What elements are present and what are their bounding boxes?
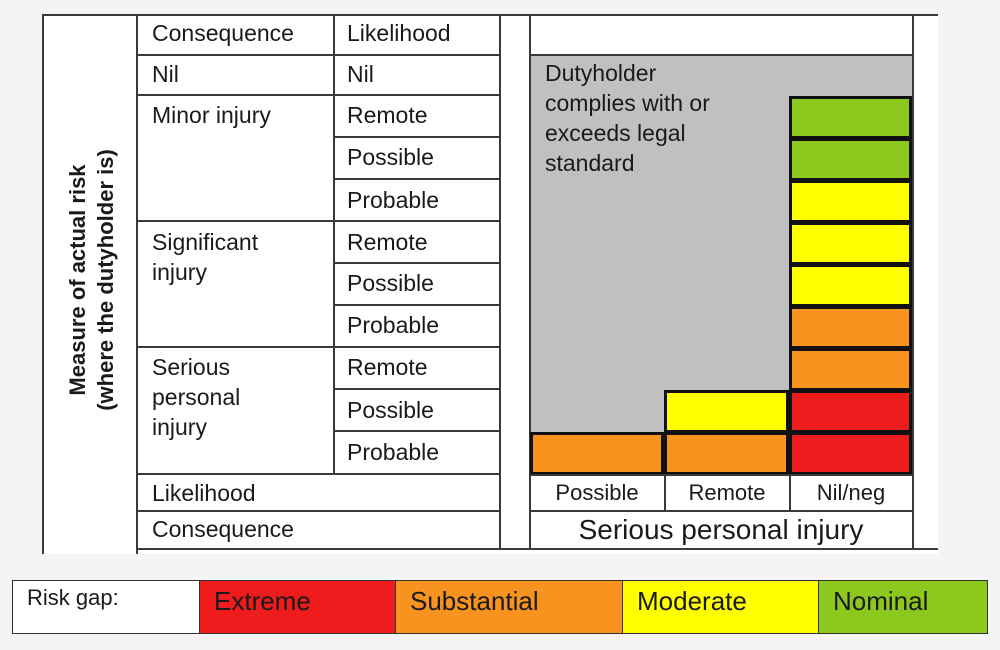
legend-nominal: Nominal (818, 581, 987, 633)
table-row-line (333, 304, 500, 306)
table-row-line (136, 220, 500, 222)
frame-left-line (42, 14, 44, 554)
table-row-line (333, 388, 500, 390)
table-row-line (136, 54, 500, 56)
group-consequence-serious: Serious personal injury (152, 354, 241, 440)
legend-extreme: Extreme (199, 581, 395, 633)
likelihood-cell: Remote (347, 229, 428, 255)
likelihood-cell: Possible (347, 397, 434, 423)
table-row-line (136, 510, 500, 512)
likelihood-cell: Probable (347, 187, 440, 213)
chart-col-divider (664, 474, 666, 510)
group-consequence-minor: Minor injury (152, 102, 271, 128)
table-right-line (499, 14, 501, 550)
risk-gap-cell-moderate (789, 264, 912, 307)
likelihood-cell: Possible (347, 270, 434, 296)
y-axis-label: Measure of actual risk (where the dutyho… (52, 90, 132, 470)
footer-consequence: Consequence (152, 516, 294, 542)
likelihood-cell: Remote (347, 354, 428, 380)
header-consequence: Consequence (152, 20, 294, 46)
likelihood-cell: Probable (347, 312, 440, 338)
legend-substantial-label: Substantial (410, 586, 539, 616)
likelihood-cell: Probable (347, 439, 440, 465)
chart-right-line (912, 14, 914, 550)
column-label-nil: Nil/neg (816, 480, 886, 505)
table-row-line (136, 94, 500, 96)
likelihood-cell: Possible (347, 144, 434, 170)
risk-gap-cell-moderate (789, 222, 912, 265)
legend-nominal-label: Nominal (833, 586, 929, 616)
table-row-line (136, 473, 500, 475)
risk-gap-cell-extreme (789, 390, 912, 433)
table-row-line (333, 430, 500, 432)
risk-gap-cell-substantial (789, 348, 912, 391)
risk-gap-cell-nominal (789, 138, 912, 181)
y-axis-label-line2: (where the dutyholder is) (93, 149, 118, 411)
chart-top-line (529, 54, 913, 56)
column-label-possible: Possible (555, 480, 639, 505)
group-consequence-significant: Significant injury (152, 229, 259, 285)
risk-gap-cell-extreme (789, 432, 912, 475)
risk-gap-cell-moderate (664, 390, 789, 433)
risk-gap-cell-substantial (664, 432, 789, 475)
risk-gap-cell-substantial (789, 306, 912, 349)
legend-substantial: Substantial (395, 581, 622, 633)
table-row-line (333, 178, 500, 180)
chart-col-divider (789, 474, 791, 510)
nil-consequence: Nil (152, 61, 179, 87)
column-label-remote: Remote (688, 480, 766, 505)
frame-top-line (42, 14, 938, 16)
legend-extreme-label: Extreme (214, 586, 311, 616)
complies-area-text: Dutyholder complies with or exceeds lega… (545, 60, 710, 176)
risk-gap-cell-substantial (530, 432, 664, 475)
risk-gap-legend: Risk gap: Extreme Substantial Moderate N… (12, 580, 988, 634)
consequence-label: Serious personal injury (578, 514, 864, 545)
y-axis-label-line1: Measure of actual risk (65, 164, 90, 396)
likelihood-cell: Remote (347, 102, 428, 128)
chart-left-line (529, 14, 531, 550)
legend-moderate-label: Moderate (637, 586, 747, 616)
chart-col-label-line (529, 510, 913, 512)
frame-bottom-line (136, 548, 938, 550)
table-row-line (333, 136, 500, 138)
header-likelihood: Likelihood (347, 20, 451, 46)
risk-gap-cell-nominal (789, 96, 912, 139)
chart-axis-line (529, 474, 913, 476)
frame-left-divider (136, 14, 138, 554)
table-col-divider (333, 14, 335, 474)
risk-gap-cell-moderate (789, 180, 912, 223)
footer-likelihood: Likelihood (152, 480, 256, 506)
nil-likelihood: Nil (347, 61, 374, 87)
table-row-line (333, 262, 500, 264)
table-row-line (136, 346, 500, 348)
legend-moderate: Moderate (622, 581, 818, 633)
legend-title: Risk gap: (27, 585, 119, 610)
